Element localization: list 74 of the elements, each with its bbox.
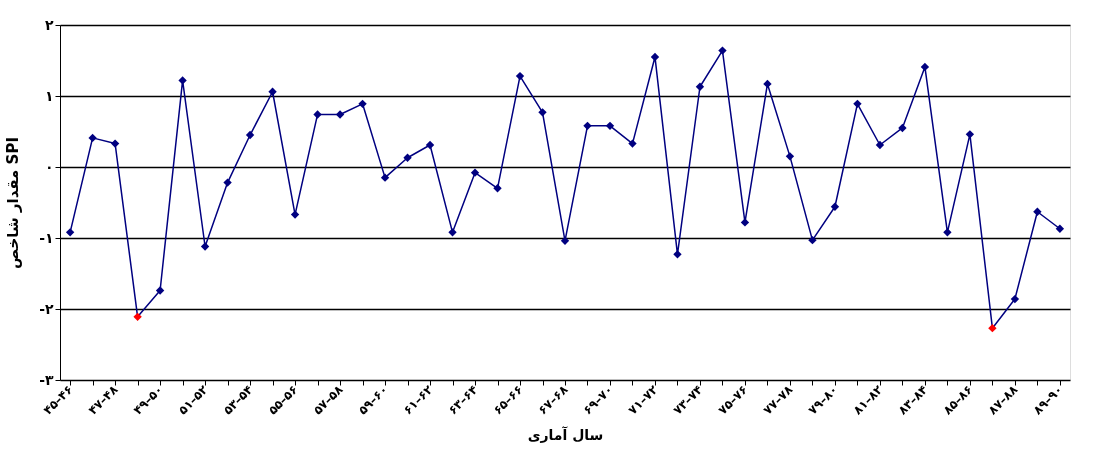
x-tick-label: ۵۳–۵۴ [220, 382, 256, 418]
y-tick-label: -۳ [39, 371, 54, 388]
point [403, 153, 412, 162]
point [920, 62, 930, 72]
x-axis-title: سال آماری [527, 425, 604, 443]
x-tick-label: ۴۷–۴۸ [85, 382, 122, 418]
point [110, 139, 120, 148]
point [740, 218, 750, 227]
point [673, 250, 682, 259]
point [1010, 294, 1020, 304]
x-tick-label: ۵۵–۵۶ [265, 382, 301, 418]
point [695, 82, 705, 91]
point [965, 130, 975, 139]
x-tick-label: ۶۳–۶۴ [445, 382, 481, 418]
point [493, 184, 502, 193]
point [335, 110, 345, 119]
y-tick-label: -۲ [39, 300, 54, 317]
x-tick-label: ۷۳–۷۴ [670, 382, 706, 418]
y-tick-label: -۱ [39, 229, 54, 246]
point [605, 121, 615, 130]
point [538, 108, 547, 117]
point [1033, 207, 1042, 216]
point [560, 236, 570, 246]
point [853, 99, 862, 108]
point [943, 228, 952, 237]
x-tick-label: ۶۱–۶۲ [400, 382, 436, 418]
point [763, 79, 772, 89]
point [133, 312, 142, 321]
point [898, 123, 907, 133]
point [830, 202, 840, 211]
x-tick-label: ۷۷–۷۸ [760, 382, 796, 418]
x-tick-label: ۷۱–۷۲ [625, 382, 661, 418]
x-tick-label: ۵۱–۵۲ [175, 382, 212, 418]
x-tick-label: ۷۹–۸۰ [805, 382, 841, 418]
x-tick-label: ۸۵–۸۶ [940, 382, 976, 418]
x-tick-label: ۵۷–۵۸ [310, 382, 346, 418]
y-tick-label: ۲ [44, 16, 54, 33]
point [155, 286, 165, 295]
point [515, 71, 525, 81]
point [313, 110, 322, 119]
point [1055, 224, 1065, 233]
point [808, 235, 817, 245]
point [65, 228, 75, 237]
point [268, 87, 277, 96]
x-tick-label: ۵۹–۶۰ [355, 382, 391, 418]
point [628, 139, 637, 148]
point [223, 178, 232, 187]
x-tick-label: ۸۹–۹۰ [1030, 382, 1066, 418]
point [380, 173, 390, 182]
point [718, 46, 727, 55]
x-tick-label: ۸۳–۸۴ [895, 382, 931, 418]
point [448, 228, 457, 237]
point [200, 242, 210, 251]
x-tick-label: ۴۹–۵۰ [130, 382, 166, 418]
point [290, 210, 300, 219]
point [88, 133, 97, 143]
point [178, 76, 187, 85]
point [358, 99, 367, 108]
x-tick-label: ۷۵–۷۶ [715, 382, 751, 418]
x-tick-label: ۶۵–۶۶ [490, 382, 526, 418]
y-axis-title: مقدار شاخص SPI [4, 136, 23, 270]
point [785, 152, 795, 161]
x-tick-label: ۶۹–۷۰ [580, 382, 616, 418]
point [470, 168, 480, 177]
point [425, 140, 435, 150]
point [988, 323, 997, 333]
point [245, 130, 255, 140]
x-tick-label: ۶۷–۶۸ [535, 382, 571, 418]
y-tick-label: ۰ [44, 158, 54, 175]
point [875, 140, 885, 150]
x-tick-label: ۸۷–۸۸ [985, 382, 1021, 418]
x-tick-label: ۸۱–۸۲ [850, 382, 886, 418]
y-tick-label: ۱ [44, 87, 54, 104]
point [583, 121, 592, 130]
